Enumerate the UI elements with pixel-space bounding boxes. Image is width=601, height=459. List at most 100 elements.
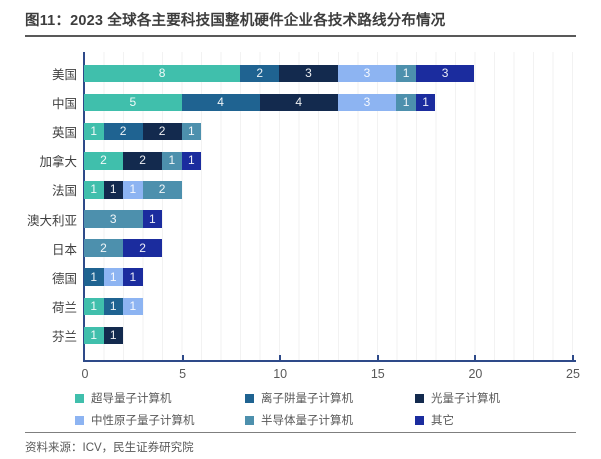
segment-value: 1 [129,182,137,197]
segment-value: 1 [90,182,98,197]
segment-value: 1 [187,153,195,168]
legend-swatch [245,415,254,425]
legend-item: 其它 [415,413,585,427]
legend-item: 中性原子量子计算机 [75,413,245,427]
category-label: 荷兰 [51,300,77,315]
legend-label: 其它 [431,415,454,427]
legend-swatch [245,393,254,403]
bar-segment: 1 [103,268,124,286]
category-label: 法国 [51,184,77,199]
segment-value: 3 [363,66,371,81]
category-label: 澳大利亚 [26,213,77,228]
legend-item: 离子阱量子计算机 [245,391,415,405]
bar-segment: 1 [181,122,202,141]
bar-rows: 美国 8 2 3 3 1 3 中国 5 4 4 3 1 1 英国 1 2 2 1 加拿大 2 2 1 1 法国 1 1 1 2 澳大利亚 3… [0,54,580,350]
segment-value: 2 [100,153,107,168]
category-label: 英国 [51,126,77,141]
segment-value: 1 [129,298,137,313]
bar-row: 澳大利亚 3 1 [0,204,580,233]
segment-value: 3 [305,66,312,81]
bar-row: 德国 1 1 1 [0,263,580,292]
stacked-bar: 8 2 3 3 1 3 [84,64,475,83]
bar-segment: 2 [142,181,182,199]
category-label: 加拿大 [39,155,77,170]
title-underline [25,35,576,37]
segment-value: 1 [109,182,117,197]
bar-segment: 2 [84,152,124,170]
segment-value: 3 [441,66,449,81]
segment-value: 1 [402,95,410,110]
bar-segment: 1 [84,181,104,199]
category-label: 美国 [51,68,77,83]
segment-value: 1 [109,298,117,313]
segment-value: 1 [109,327,117,342]
category-label: 中国 [51,97,77,112]
segment-value: 2 [119,124,127,139]
legend-swatch [415,415,424,425]
x-tick-mark [474,355,477,360]
bar-segment: 4 [259,93,338,112]
bar-segment: 1 [103,326,124,345]
bar-segment: 2 [123,152,163,170]
segment-value: 1 [90,269,98,284]
bar-row: 荷兰 1 1 1 [0,292,580,321]
bar-row: 法国 1 1 1 2 [0,175,580,204]
legend-label: 超导量子计算机 [91,393,172,405]
x-tick-label: 20 [468,367,483,381]
bar-row: 中国 5 4 4 3 1 1 [0,88,580,117]
segment-value: 2 [256,66,264,81]
segment-value: 3 [109,211,117,226]
category-label: 德国 [51,271,77,286]
x-tick-mark [279,355,282,360]
bar-segment: 1 [123,181,143,199]
legend-swatch [75,415,84,425]
segment-value: 4 [295,95,303,110]
legend-label: 中性原子量子计算机 [91,415,195,427]
bar-segment: 1 [84,122,104,141]
x-tick-mark [376,355,379,360]
bar-row: 加拿大 2 2 1 1 [0,146,580,175]
bar-segment: 1 [84,268,104,286]
segment-value: 8 [158,66,166,81]
bar-segment: 1 [162,152,182,170]
bar-row: 芬兰 1 1 [0,321,580,350]
segment-value: 2 [158,124,166,139]
segment-value: 5 [129,95,137,110]
bar-segment: 5 [84,93,182,112]
bar-segment: 1 [396,93,416,112]
x-tick-label: 25 [566,367,580,381]
segment-value: 1 [90,124,98,139]
bar-segment: 1 [142,210,163,228]
bar-segment: 1 [181,152,202,170]
source-note: 资料来源：ICV，民生证券研究院 [25,442,194,454]
bar-segment: 1 [84,326,104,345]
figure-title: 图11：2023 全球各主要科技国整机硬件企业各技术路线分布情况 [25,13,446,29]
x-tick-label: 5 [179,367,187,381]
legend-label: 光量子计算机 [431,393,500,405]
legend-item: 超导量子计算机 [75,391,245,405]
segment-value: 2 [158,182,166,197]
bar-segment: 1 [103,297,124,316]
bar-segment: 3 [337,64,397,83]
segment-value: 3 [363,95,371,110]
bar-segment: 2 [123,239,163,257]
bar-segment: 4 [181,93,260,112]
bar-segment: 1 [415,93,436,112]
bar-segment: 1 [123,297,143,316]
bar-segment: 2 [103,122,143,141]
bar-segment: 3 [84,210,143,228]
y-axis-line [83,52,85,362]
segment-value: 1 [90,327,98,342]
bar-segment: 2 [142,122,182,141]
segment-value: 2 [139,153,146,168]
bar-row: 英国 1 2 2 1 [0,117,580,146]
footer-divider [25,432,576,433]
